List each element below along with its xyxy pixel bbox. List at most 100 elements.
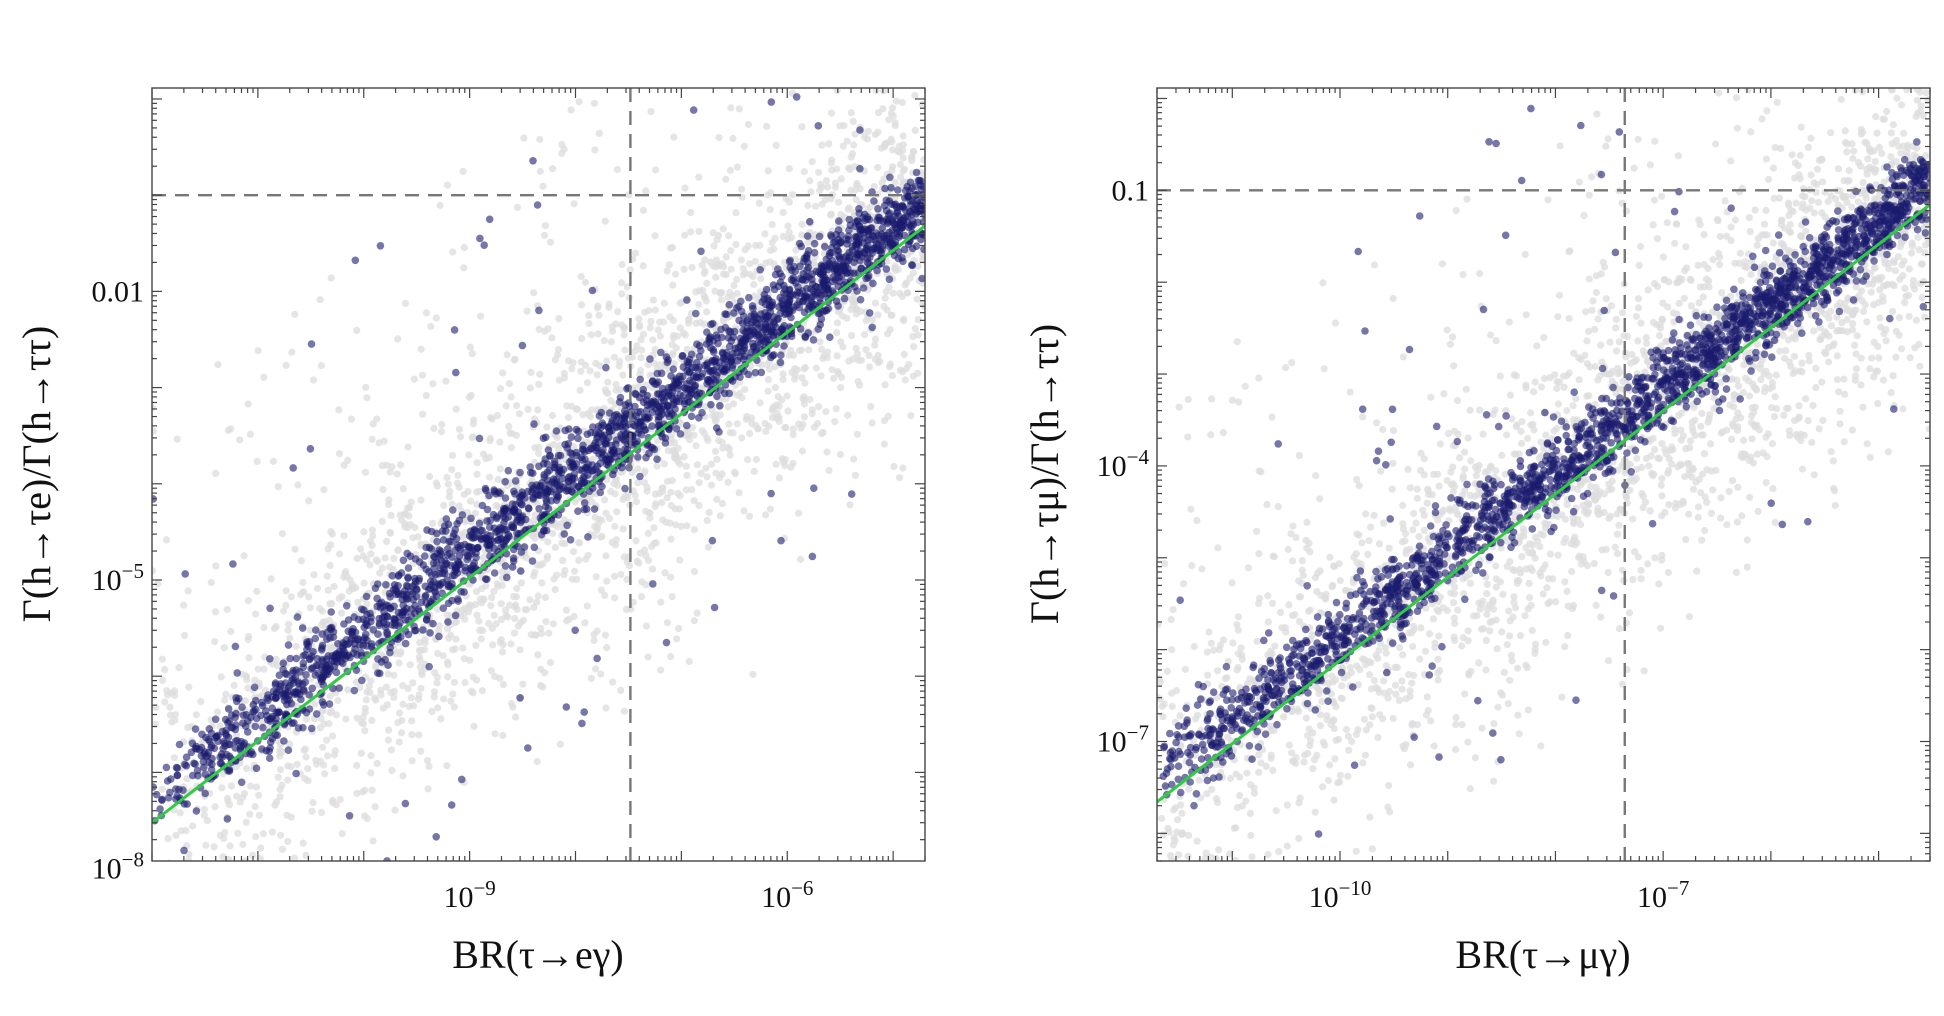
scatter-point: [915, 61, 922, 68]
scatter-point: [387, 511, 395, 519]
scatter-point: [234, 829, 242, 837]
scatter-point: [547, 516, 556, 524]
scatter-point: [455, 425, 463, 433]
scatter-point: [679, 363, 688, 371]
scatter-point: [533, 757, 541, 766]
scatter-point: [207, 578, 215, 587]
scatter-point: [796, 239, 804, 248]
scatter-point: [468, 543, 476, 552]
scatter-point: [556, 740, 564, 748]
scatter-point: [440, 695, 448, 703]
scatter-point: [476, 626, 484, 635]
scatter-point: [311, 700, 319, 708]
scatter-point: [473, 500, 481, 508]
scatter-point: [508, 563, 517, 571]
scatter-point: [254, 347, 262, 355]
scatter-point: [620, 707, 629, 715]
scatter-point: [851, 471, 859, 479]
scatter-point: [832, 297, 841, 306]
scatter-point: [762, 511, 770, 519]
scatter-point: [919, 218, 925, 226]
scatter-point: [217, 760, 226, 768]
scatter-point: [318, 707, 327, 715]
scatter-point: [746, 429, 754, 438]
scatter-point: [890, 462, 898, 471]
scatter-point: [590, 532, 598, 540]
scatter-point: [657, 598, 665, 606]
scatter-point: [316, 724, 324, 732]
scatter-point: [274, 773, 282, 781]
scatter-point: [764, 167, 772, 175]
scatter-point: [896, 474, 904, 482]
scatter-point: [301, 678, 310, 686]
scatter-point: [540, 526, 548, 535]
scatter-point: [830, 374, 838, 382]
scatter-point: [865, 351, 873, 360]
scatter-point: [293, 613, 302, 621]
scatter-point: [800, 413, 809, 421]
scatter-point: [874, 205, 882, 213]
scatter-point: [188, 771, 197, 780]
scatter-point: [848, 332, 856, 340]
scatter-point: [502, 612, 510, 620]
scatter-point: [416, 639, 424, 647]
scatter-point: [609, 678, 617, 686]
scatter-point: [428, 707, 436, 716]
scatter-point: [581, 278, 590, 286]
scatter-point: [915, 3, 922, 10]
scatter-point: [836, 450, 845, 459]
scatter-point: [214, 737, 222, 746]
scatter-point: [867, 403, 875, 411]
scatter-point: [394, 572, 403, 580]
scatter-point: [712, 424, 721, 432]
scatter-point: [378, 517, 386, 526]
scatter-point: [751, 368, 760, 377]
scatter-point: [747, 362, 755, 370]
scatter-point: [816, 294, 824, 303]
scatter-point: [580, 499, 589, 507]
scatter-point: [677, 522, 685, 530]
scatter-point: [566, 536, 575, 544]
scatter-point: [311, 634, 320, 643]
scatter-point: [426, 597, 435, 606]
scatter-point: [455, 483, 463, 491]
scatter-point: [708, 319, 717, 328]
scatter-point: [672, 270, 680, 278]
scatter-point: [421, 635, 429, 644]
scatter-point: [732, 240, 740, 249]
scatter-point: [692, 391, 701, 399]
scatter-point: [460, 264, 468, 272]
scatter-point: [524, 405, 532, 413]
scatter-point: [439, 652, 447, 660]
scatter-point: [850, 269, 858, 278]
scatter-point: [708, 536, 717, 545]
scatter-point: [646, 355, 654, 363]
scatter-point: [493, 412, 501, 420]
scatter-point: [336, 550, 344, 558]
scatter-point: [417, 684, 425, 692]
scatter-point: [203, 817, 211, 825]
scatter-point: [616, 386, 624, 394]
scatter-point: [768, 220, 776, 229]
scatter-point: [487, 667, 495, 675]
scatter-point: [770, 403, 778, 411]
scatter-point: [757, 368, 766, 377]
scatter-point: [795, 297, 804, 306]
scatter-point: [499, 731, 507, 740]
scatter-point: [760, 290, 769, 299]
scatter-point: [614, 481, 622, 489]
scatter-point: [730, 327, 739, 336]
scatter-point: [454, 559, 463, 567]
scatter-point: [833, 352, 841, 360]
scatter-point: [852, 344, 860, 352]
scatter-point: [199, 757, 208, 766]
reference-lines-layer: [152, 88, 925, 861]
scatter-point: [703, 308, 711, 316]
scatter-point: [592, 446, 600, 455]
scatter-point: [657, 348, 665, 357]
scatter-point: [680, 453, 688, 461]
scatter-point: [539, 560, 547, 568]
scatter-point: [417, 646, 425, 654]
scatter-point: [611, 418, 620, 426]
scatter-point: [408, 731, 416, 739]
